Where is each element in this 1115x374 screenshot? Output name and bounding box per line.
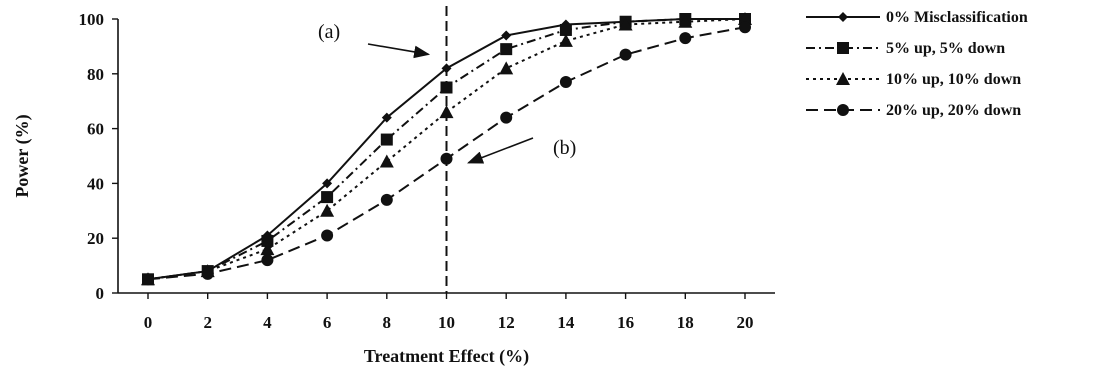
x-tick-label: 20 bbox=[737, 313, 754, 332]
data-point bbox=[499, 61, 514, 75]
data-point bbox=[559, 23, 572, 36]
series-3 bbox=[142, 21, 751, 286]
legend-entry-1: 5% up, 5% down bbox=[806, 40, 1005, 57]
data-point bbox=[261, 254, 274, 267]
annotation-b-arrow bbox=[467, 137, 534, 164]
data-point bbox=[441, 63, 452, 74]
data-point bbox=[142, 273, 154, 286]
x-tick-label: 2 bbox=[203, 313, 212, 332]
data-point bbox=[679, 32, 692, 45]
data-point bbox=[559, 76, 572, 89]
legend-label: 0% Misclassification bbox=[886, 9, 1028, 26]
x-tick-label: 14 bbox=[557, 313, 575, 332]
legend-label: 10% up, 10% down bbox=[886, 71, 1021, 88]
data-point bbox=[261, 234, 274, 247]
annotation-a-label: (a) bbox=[318, 21, 340, 43]
data-point bbox=[618, 17, 633, 31]
legend-marker bbox=[838, 12, 848, 22]
y-tick-label: 60 bbox=[87, 120, 104, 139]
data-point bbox=[739, 21, 751, 34]
legend-marker bbox=[836, 72, 850, 85]
x-tick-label: 0 bbox=[144, 313, 153, 332]
legend-entry-0: 0% Misclassification bbox=[806, 9, 1028, 26]
y-tick-label: 0 bbox=[96, 284, 105, 303]
x-tick-label: 18 bbox=[677, 313, 694, 332]
data-point bbox=[558, 33, 573, 47]
data-point bbox=[321, 229, 334, 242]
data-point bbox=[201, 267, 214, 280]
y-tick-label: 20 bbox=[87, 229, 104, 248]
y-axis-title: Power (%) bbox=[12, 114, 33, 197]
data-point bbox=[320, 203, 335, 217]
x-tick-label: 16 bbox=[617, 313, 634, 332]
x-tick-label: 4 bbox=[263, 313, 272, 332]
y-tick-label: 80 bbox=[87, 65, 104, 84]
x-tick-label: 8 bbox=[383, 313, 392, 332]
data-point bbox=[321, 191, 334, 204]
data-point bbox=[501, 30, 512, 41]
x-tick-label: 10 bbox=[438, 313, 455, 332]
legend-marker bbox=[837, 42, 849, 54]
data-point bbox=[379, 154, 394, 168]
data-point bbox=[381, 112, 392, 123]
annotations: (a) (b) bbox=[318, 21, 576, 164]
axes: 0 20 40 60 80 100 0 2 4 6 8 10 12 14 16 18 20 bbox=[79, 10, 775, 332]
annotation-b-label: (b) bbox=[553, 137, 576, 159]
data-point bbox=[619, 48, 632, 61]
legend-label: 5% up, 5% down bbox=[886, 40, 1005, 57]
y-tick-label: 40 bbox=[87, 174, 104, 193]
x-axis-title: Treatment Effect (%) bbox=[364, 346, 529, 367]
data-point bbox=[260, 242, 275, 256]
legend-marker bbox=[837, 104, 849, 116]
y-tick-label: 100 bbox=[79, 10, 105, 29]
x-tick-label: 12 bbox=[498, 313, 515, 332]
data-point bbox=[738, 12, 752, 25]
data-point bbox=[500, 111, 513, 124]
series-2 bbox=[141, 12, 752, 286]
data-point bbox=[440, 81, 453, 94]
legend-label: 20% up, 20% down bbox=[886, 102, 1021, 119]
x-tick-label: 6 bbox=[323, 313, 332, 332]
data-point bbox=[322, 178, 333, 189]
legend-entry-2: 10% up, 10% down bbox=[806, 71, 1021, 88]
data-point bbox=[439, 105, 454, 119]
data-point bbox=[500, 43, 513, 56]
data-point bbox=[678, 14, 693, 28]
legend: 0% Misclassification 5% up, 5% down 10% up… bbox=[806, 9, 1028, 119]
annotation-a-arrow bbox=[367, 43, 431, 59]
legend-entry-3: 20% up, 20% down bbox=[806, 102, 1021, 119]
series-group bbox=[141, 12, 752, 286]
data-point bbox=[380, 193, 393, 206]
data-point bbox=[380, 133, 393, 146]
data-point bbox=[440, 152, 453, 165]
